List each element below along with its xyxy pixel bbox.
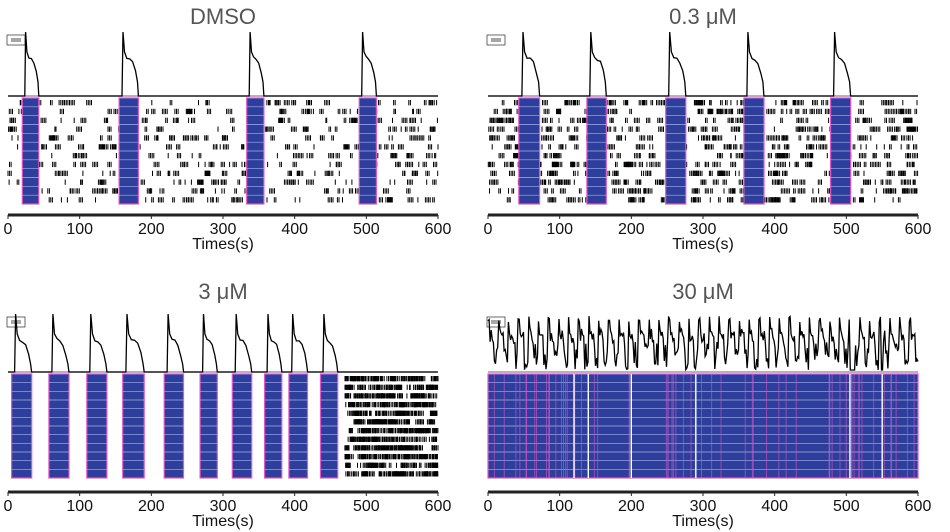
panel-title: 0.3 μM <box>669 4 737 29</box>
panel-3uM: 3 μM 0 100 200 300 400 500 600 Times(s) <box>4 279 452 530</box>
panel-title: 3 μM <box>198 279 247 304</box>
x-tick-label: 400 <box>281 221 308 238</box>
burst-block <box>199 373 218 479</box>
x-tick-label: 100 <box>546 498 573 515</box>
x-tick-label: 600 <box>425 221 452 238</box>
burst-block <box>288 373 309 479</box>
x-axis-label: Times(s) <box>192 513 254 530</box>
x-tick-label: 400 <box>761 221 788 238</box>
x-tick-label: 200 <box>618 221 645 238</box>
x-tick-label: 500 <box>833 221 860 238</box>
x-axis-label: Times(s) <box>672 236 734 253</box>
menu-icon <box>486 34 506 46</box>
membrane-trace <box>487 315 919 372</box>
spike-raster <box>487 100 919 203</box>
panel-dmso: DMSO 0 100 200 300 400 500 600 Times(s) <box>4 4 452 253</box>
x-tick-label: 600 <box>425 498 452 515</box>
burst-block <box>122 373 145 479</box>
membrane-trace <box>8 31 438 97</box>
panel-30uM: 30 μM 0 100 200 300 400 500 600 Times(s) <box>484 279 932 530</box>
x-axis-label: Times(s) <box>192 236 254 253</box>
x-tick-label: 200 <box>138 221 165 238</box>
panel-0.3uM: 0.3 μM 0 100 200 300 400 500 600 Times(s) <box>484 4 932 253</box>
burst-block <box>518 97 541 205</box>
x-tick-label: 300 <box>690 221 717 238</box>
x-tick-label: 600 <box>905 221 932 238</box>
x-tick-label: 100 <box>66 498 93 515</box>
x-tick-label: 200 <box>138 498 165 515</box>
burst-block <box>665 97 687 205</box>
x-tick-label: 200 <box>618 498 645 515</box>
menu-icon-box <box>486 34 506 46</box>
x-tick-label: 500 <box>353 221 380 238</box>
x-tick-label: 500 <box>833 498 860 515</box>
x-tick-label: 400 <box>761 498 788 515</box>
x-tick-label: 300 <box>690 498 717 515</box>
panel-title: 30 μM <box>672 279 734 304</box>
x-tick-label: 500 <box>353 498 380 515</box>
burst-block <box>118 97 139 205</box>
burst-block <box>487 373 919 479</box>
burst-block <box>358 97 378 205</box>
membrane-trace <box>8 313 438 373</box>
burst-block <box>829 97 852 205</box>
spike-raster <box>344 376 439 477</box>
burst-block <box>86 373 108 479</box>
spike-raster <box>7 100 439 203</box>
x-tick-label: 300 <box>210 221 237 238</box>
burst-block <box>319 373 339 479</box>
x-tick-label: 0 <box>4 498 13 515</box>
burst-block <box>743 97 765 205</box>
burst-block <box>264 373 283 479</box>
x-tick-label: 100 <box>66 221 93 238</box>
x-tick-label: 600 <box>905 498 932 515</box>
burst-block <box>21 97 40 205</box>
x-tick-label: 300 <box>210 498 237 515</box>
burst-block <box>231 373 253 479</box>
x-tick-label: 400 <box>281 498 308 515</box>
burst-block <box>586 97 607 205</box>
x-tick-label: 0 <box>484 498 493 515</box>
x-tick-label: 0 <box>4 221 13 238</box>
x-axis-label: Times(s) <box>672 513 734 530</box>
burst-block <box>11 373 33 479</box>
menu-icon-box <box>486 316 506 328</box>
burst-block <box>163 373 185 479</box>
burst-block <box>48 373 70 479</box>
burst-block <box>246 97 265 205</box>
x-tick-label: 0 <box>484 221 493 238</box>
menu-icon-box <box>6 34 26 46</box>
panel-title: DMSO <box>190 4 256 29</box>
membrane-trace <box>488 31 918 97</box>
x-tick-label: 100 <box>546 221 573 238</box>
menu-icon <box>6 34 26 46</box>
